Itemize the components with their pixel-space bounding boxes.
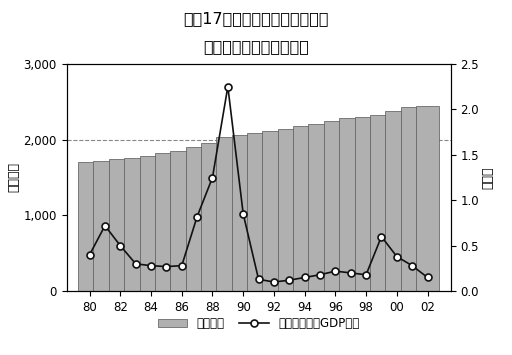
Bar	[78, 162, 101, 291]
Bar	[109, 159, 132, 291]
Bar	[231, 135, 254, 291]
Bar	[247, 133, 270, 291]
Bar	[385, 111, 409, 291]
Bar	[324, 121, 347, 291]
Bar	[262, 131, 285, 291]
Text: 資金調達額（ＧＤＰ比）: 資金調達額（ＧＤＰ比）	[203, 39, 309, 54]
Bar	[354, 117, 377, 291]
Bar	[185, 147, 208, 291]
Text: 図膐17　上場社数と株式による: 図膐17 上場社数と株式による	[183, 11, 329, 26]
Bar	[216, 137, 239, 291]
Legend: 上場社数, 資金調達額（GDP比）: 上場社数, 資金調達額（GDP比）	[153, 313, 364, 335]
Y-axis label: （社数）: （社数）	[8, 163, 20, 192]
Bar	[400, 107, 423, 291]
Bar	[201, 143, 224, 291]
Bar	[139, 155, 162, 291]
Bar	[308, 124, 331, 291]
Bar	[124, 158, 147, 291]
Bar	[155, 153, 178, 291]
Bar	[170, 151, 194, 291]
Bar	[370, 115, 393, 291]
Y-axis label: （％）: （％）	[482, 166, 495, 189]
Bar	[278, 129, 301, 291]
Bar	[93, 161, 116, 291]
Bar	[416, 105, 439, 291]
Bar	[293, 126, 316, 291]
Bar	[339, 119, 362, 291]
